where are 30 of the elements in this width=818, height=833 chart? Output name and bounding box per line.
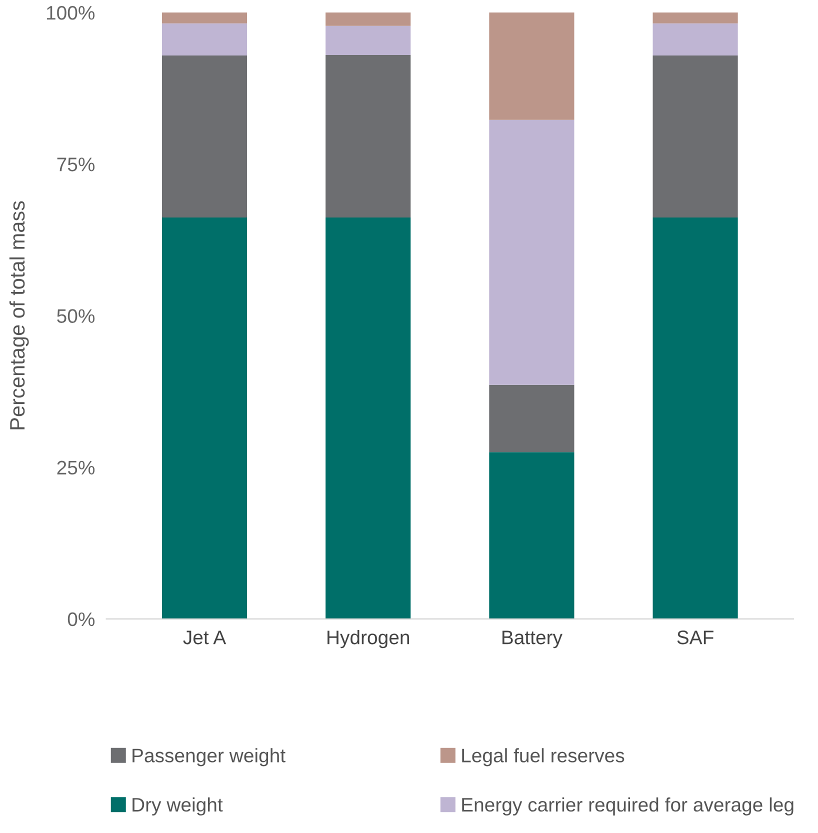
- bar: [489, 452, 574, 619]
- legend-label: Passenger weight: [132, 748, 286, 766]
- bar: [326, 26, 411, 55]
- bar: [326, 217, 411, 619]
- x-tick-label: Battery: [502, 630, 562, 648]
- bar: [162, 56, 248, 218]
- bar: [326, 12, 411, 26]
- bar: [652, 12, 738, 24]
- x-tick-label: Hydrogen: [328, 630, 409, 648]
- bar: [489, 120, 574, 385]
- legend-label: Energy carrier required for average leg: [462, 797, 794, 816]
- bar: [489, 384, 574, 452]
- x-tick-label: Jet A: [183, 630, 226, 644]
- bar: [326, 54, 411, 218]
- bar: [162, 217, 248, 619]
- legend-label: Dry weight: [132, 797, 223, 816]
- bar: [652, 217, 738, 619]
- x-tick-label: SAF: [677, 630, 714, 644]
- y-tick-label: 100%: [46, 6, 95, 20]
- y-tick-label: 0%: [68, 612, 95, 626]
- bar: [652, 23, 738, 56]
- bar: [652, 56, 738, 218]
- y-tick-label: 25%: [57, 460, 95, 475]
- y-axis-title: Percentage of total mass: [9, 201, 29, 430]
- y-tick-label: 50%: [57, 309, 95, 323]
- y-tick-label: 75%: [57, 158, 95, 172]
- bar: [162, 12, 248, 24]
- legend-label: Legal fuel reserves: [462, 748, 624, 766]
- bar: [489, 12, 574, 120]
- bar: [162, 23, 248, 56]
